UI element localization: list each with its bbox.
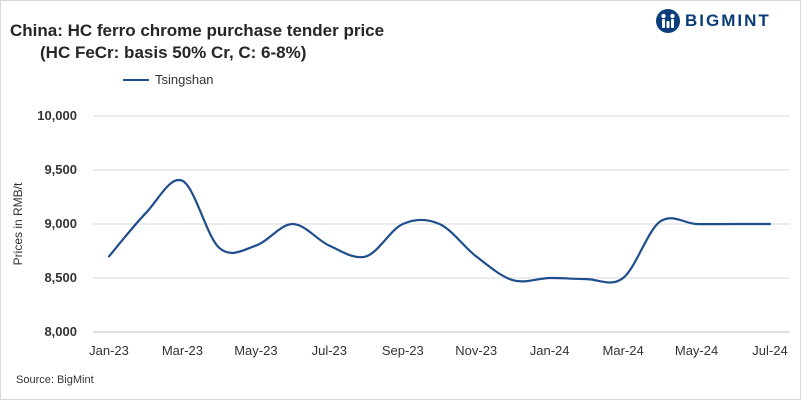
x-tick-label: May-24 (675, 343, 718, 358)
x-tick-label: Nov-23 (455, 343, 497, 358)
y-tick-label: 9,500 (44, 162, 77, 177)
y-tick-label: 8,000 (44, 324, 77, 339)
grid-lines (93, 115, 790, 279)
x-tick-label: Jul-23 (312, 343, 347, 358)
x-tick-label: Mar-24 (603, 343, 644, 358)
x-tick-label: Jan-23 (89, 343, 129, 358)
x-tick-label: Jan-24 (530, 343, 570, 358)
y-tick-label: 8,500 (44, 270, 77, 285)
y-tick-label: 10,000 (37, 108, 77, 123)
y-axis-title: Prices in RMB/t (11, 182, 25, 265)
legend-swatch-tsingshan (123, 79, 149, 81)
y-tick-label: 9,000 (44, 216, 77, 231)
chart-title-line1: China: HC ferro chrome purchase tender p… (10, 21, 385, 40)
bigmint-logo: BIGMINT (655, 8, 795, 34)
source-note: Source: BigMint (16, 374, 94, 386)
bigmint-logo-icon (656, 9, 680, 33)
x-tick-label: May-23 (234, 343, 277, 358)
x-tick-label: Sep-23 (382, 343, 424, 358)
legend-label-tsingshan: Tsingshan (155, 72, 214, 87)
chart-title-line2: (HC FeCr: basis 50% Cr, C: 6-8%) (40, 43, 307, 62)
bigmint-logo-text: BIGMINT (685, 11, 771, 30)
series-layer (107, 178, 772, 284)
chart-title: China: HC ferro chrome purchase tender p… (10, 20, 570, 64)
series-line-tsingshan (107, 178, 772, 284)
tick-labels: 8,000 8,500 9,000 9,500 10,000 Jan-23 Mar-23 Ma… (11, 108, 788, 358)
x-tick-label: Jul-24 (752, 343, 787, 358)
x-tick-label: Mar-23 (162, 343, 203, 358)
